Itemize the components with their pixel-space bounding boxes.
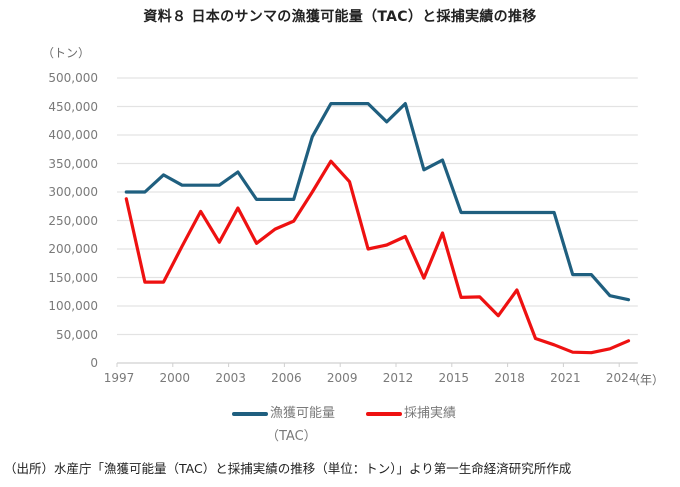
- y-tick-label: 300,000: [48, 185, 98, 199]
- x-tick-label: 2000: [159, 371, 191, 385]
- x-tick-label: 2012: [382, 371, 414, 385]
- y-tick-label: 500,000: [48, 71, 98, 85]
- legend-item-tac: 漁獲可能量: [232, 402, 335, 421]
- legend-swatch-tac: [232, 411, 268, 416]
- x-tick-label: 2021: [550, 371, 581, 385]
- x-tick-label: 1997: [103, 371, 135, 385]
- legend-label-tac: 漁獲可能量: [270, 406, 336, 421]
- x-tick-label: 2018: [494, 371, 525, 385]
- y-axis-unit-label: （トン）: [42, 46, 91, 60]
- x-tick-label: 2024: [605, 371, 637, 385]
- legend-label-tac-sub: （TAC）: [266, 429, 317, 444]
- x-tick-label: 2015: [438, 371, 470, 385]
- y-tick-label: 0: [90, 356, 98, 370]
- legend-swatch-catch: [366, 411, 402, 416]
- y-tick-label: 100,000: [48, 299, 98, 313]
- x-axis-unit-label: （年）: [628, 373, 665, 387]
- x-tick-label: 2003: [215, 371, 246, 385]
- y-tick-label: 400,000: [48, 128, 98, 142]
- y-tick-label: 450,000: [48, 99, 98, 114]
- x-tick-label: 2009: [326, 371, 358, 385]
- legend-item-catch: 採捕実績: [366, 402, 456, 421]
- y-tick-label: 250,000: [48, 213, 98, 228]
- y-tick-label: 350,000: [48, 156, 98, 171]
- chart-title: 資料８ 日本のサンマの漁獲可能量（TAC）と採捕実績の推移: [143, 9, 537, 25]
- legend-label-catch: 採捕実績: [404, 406, 457, 421]
- series-line-catch: [124, 159, 631, 355]
- x-tick-label: 2006: [271, 371, 302, 385]
- source-note: （出所）水産庁「漁獲可能量（TAC）と採捕実績の推移（単位：トン）」より第一生命…: [4, 461, 572, 476]
- y-tick-label: 150,000: [48, 270, 98, 285]
- y-tick-label: 50,000: [56, 327, 98, 342]
- series-line-tac: [124, 101, 631, 302]
- y-tick-label: 200,000: [48, 242, 98, 256]
